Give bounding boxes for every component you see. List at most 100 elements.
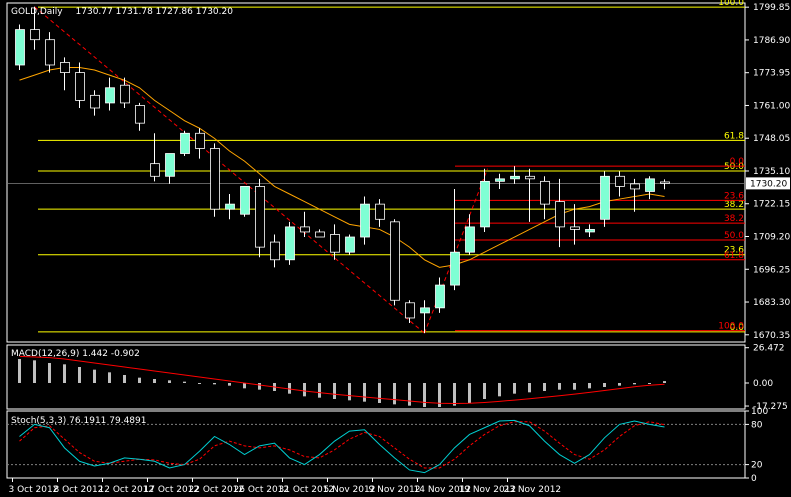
macd-histogram-bar	[78, 367, 81, 383]
current-price-label: 1730.20	[750, 179, 787, 189]
candle	[240, 186, 250, 217]
candle-body-bull	[285, 226, 295, 261]
macd-histogram-bar	[348, 383, 351, 401]
price-tick-label: 1683.30	[753, 298, 790, 308]
candle	[45, 32, 55, 73]
date-tick-label: 19 Nov 2012	[459, 485, 517, 495]
macd-histogram-bar	[333, 383, 336, 399]
candle	[270, 234, 280, 268]
macd-histogram-bar	[438, 383, 441, 407]
candle-body-bear	[390, 221, 400, 301]
candle-body-bear	[45, 39, 55, 66]
current-price-box	[746, 177, 790, 190]
macd-panel[interactable]: 26.472 0.00 -17.275 MACD(12,26,9) 1.442 -0…	[6, 344, 788, 412]
candle	[465, 214, 475, 255]
candle	[255, 178, 265, 258]
price-tick-label: 1761.00	[753, 101, 790, 111]
candle	[345, 234, 355, 255]
date-tick-label: 22 Oct 2012	[189, 485, 245, 495]
candle-body-bear	[375, 203, 385, 220]
fib-main-level-label: 100.0	[718, 0, 744, 8]
price-tick-label: 1696.25	[753, 265, 790, 275]
candle	[60, 57, 70, 91]
date-tick-label: 8 Oct 2012	[54, 485, 104, 495]
macd-histogram-bar	[588, 383, 591, 389]
chart-title: GOLD,Daily 1730.77 1731.78 1727.86 1730.…	[11, 7, 233, 17]
macd-histogram-bar	[243, 383, 246, 389]
date-tick-label: 12 Oct 2012	[99, 485, 155, 495]
fib-main-level-label: 0.0	[730, 323, 745, 333]
candle	[330, 224, 340, 260]
candle-body-bear	[630, 183, 640, 190]
fib-secondary-level-label: 38.2	[724, 214, 744, 224]
macd-histogram	[18, 359, 666, 407]
macd-tick-label: 26.472	[753, 344, 785, 354]
candle	[420, 300, 430, 334]
candle	[15, 24, 25, 71]
price-axis-ticks: 1799.85 1786.90 1773.95 1761.00 1748.05 1735.…	[7, 3, 790, 341]
macd-histogram-bar	[168, 380, 171, 383]
price-tick-label: 1722.15	[753, 200, 790, 210]
macd-histogram-bar	[498, 383, 501, 397]
candle	[615, 171, 625, 197]
candle-body-bull	[420, 307, 430, 314]
macd-histogram-bar	[648, 383, 651, 384]
candle-body-bull	[105, 87, 115, 104]
price-panel[interactable]: 100.061.850.038.223.60.0 0.023.638.250.0…	[6, 0, 790, 343]
macd-histogram-bar	[153, 379, 156, 383]
candle-body-bear	[60, 62, 70, 73]
downtrend-line[interactable]	[34, 6, 425, 334]
candle-body-bear	[90, 94, 100, 109]
macd-histogram-bar	[573, 383, 576, 390]
candle-body-bear	[120, 84, 130, 104]
macd-histogram-bar	[198, 383, 201, 384]
candle-body-bull	[360, 203, 370, 238]
symbol-timeframe: GOLD,Daily	[11, 7, 63, 17]
candle-body-bear	[660, 181, 670, 184]
candle	[300, 211, 310, 238]
date-tick-label: 31 Oct 2012	[279, 485, 335, 495]
fib-secondary-level-label: 23.6	[724, 191, 744, 201]
candle	[120, 77, 130, 108]
candle	[645, 176, 655, 200]
candle	[180, 130, 190, 157]
candle	[105, 77, 115, 111]
macd-histogram-bar	[288, 383, 291, 394]
trend-line[interactable]	[34, 6, 488, 334]
candle	[405, 300, 415, 324]
macd-signal-path	[19, 355, 665, 405]
macd-histogram-bar	[108, 372, 111, 383]
candle-body-bear	[195, 132, 205, 149]
candle-body-bull	[600, 175, 610, 220]
macd-histogram-bar	[618, 383, 621, 386]
candle-body-bull	[165, 153, 175, 177]
candle-body-bear	[555, 201, 565, 228]
candle-body-bull	[585, 229, 595, 233]
date-tick-label: 3 Oct 2012	[9, 485, 59, 495]
macd-histogram-bar	[378, 383, 381, 403]
candle-body-bull	[480, 180, 490, 228]
stochastic-signal-path	[19, 421, 665, 469]
stochastic-panel[interactable]: 100 80 20 0 Stoch(5,3,3) 76.1911 79.4891	[6, 407, 768, 484]
stochastic-tick-label: 80	[751, 420, 763, 430]
macd-histogram-bar	[48, 363, 51, 383]
macd-histogram-bar	[303, 383, 306, 397]
macd-panel-frame	[6, 344, 746, 410]
candle	[660, 179, 670, 190]
candle	[225, 194, 235, 220]
candle	[195, 128, 205, 159]
candles	[15, 6, 670, 334]
candle-body-bear	[30, 29, 40, 41]
candle-body-bull	[450, 251, 460, 286]
candle-body-bull	[225, 203, 235, 210]
candle-body-bull	[240, 186, 250, 215]
macd-histogram-bar	[393, 383, 396, 405]
candle-body-bear	[525, 175, 535, 180]
uptrend-line[interactable]	[424, 168, 488, 334]
macd-histogram-bar	[63, 364, 66, 383]
candle-body-bear	[75, 72, 85, 101]
macd-histogram-bar	[453, 383, 456, 406]
candle-body-bear	[150, 163, 160, 177]
